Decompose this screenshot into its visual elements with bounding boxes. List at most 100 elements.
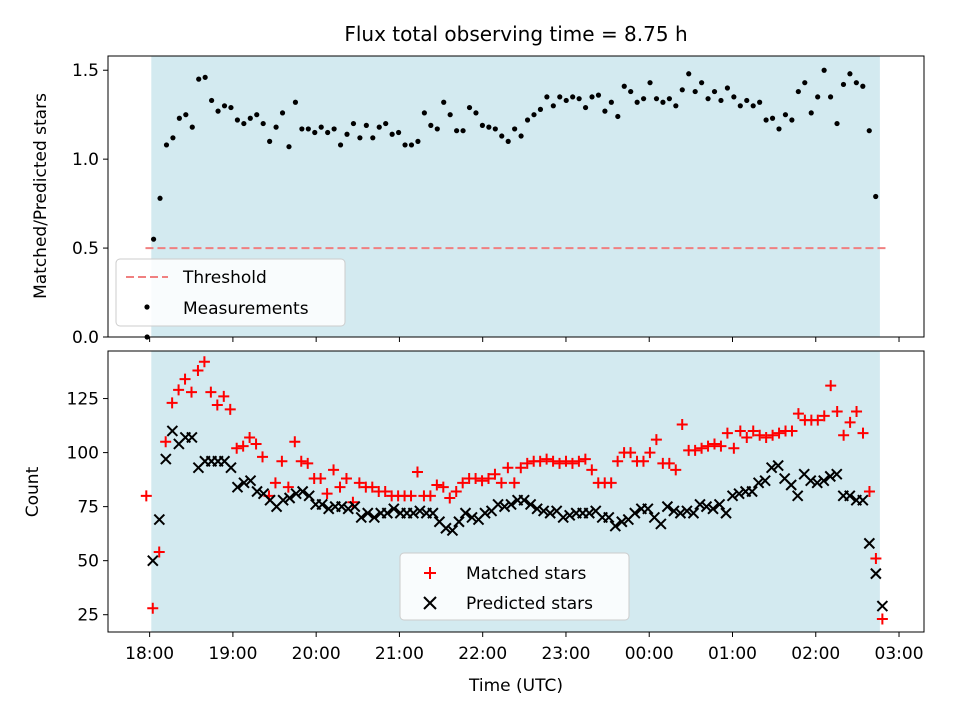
matched-star-point [644, 447, 656, 459]
measurement-point [176, 115, 182, 121]
measurement-point [376, 124, 382, 130]
x-tick-label: 00:00 [625, 644, 674, 664]
bottom-y-tick-label: 125 [67, 390, 99, 410]
measurement-point [279, 110, 286, 116]
matched-star-point [244, 431, 256, 443]
measurement-point [827, 94, 834, 100]
matched-star-point [483, 473, 495, 485]
matched-star-point [870, 553, 882, 565]
x-tick-label: 03:00 [875, 644, 924, 664]
measurement-point [337, 142, 344, 148]
matched-star-point [166, 397, 178, 409]
predicted-star-point [479, 507, 491, 519]
measurement-point [576, 96, 582, 102]
matched-star-point [741, 431, 753, 443]
measurement-point [292, 99, 299, 105]
matched-star-point [851, 406, 863, 418]
matched-star-point [831, 406, 843, 418]
predicted-star-point [818, 474, 830, 487]
measurement-point [769, 115, 776, 121]
matched-star-point [560, 455, 572, 467]
matched-star-point [437, 481, 449, 493]
matched-star-point [224, 403, 236, 415]
measurement-point [421, 110, 427, 116]
predicted-star-point [713, 498, 726, 511]
measurement-point [479, 122, 486, 128]
predicted-star-point [459, 507, 472, 519]
measurement-point [228, 104, 234, 111]
matched-star-point [508, 477, 520, 489]
measurement-point [260, 120, 266, 127]
measurement-point [473, 110, 479, 116]
matched-star-point [185, 386, 197, 398]
predicted-star-point [453, 516, 465, 528]
top-y-tick-label: 0.5 [72, 239, 99, 259]
matched-star-point [650, 434, 662, 446]
bottom-y-tick-label: 100 [67, 444, 99, 464]
matched-star-point [405, 490, 417, 502]
predicted-star-point [785, 479, 797, 491]
predicted-star-point [537, 505, 550, 517]
measurement-point [486, 124, 492, 130]
predicted-star-point [772, 459, 784, 472]
predicted-star-point [446, 524, 459, 537]
predicted-star-point [687, 507, 700, 519]
measurement-point [660, 99, 666, 105]
measurement-point [795, 88, 801, 95]
measurement-point [408, 142, 415, 148]
matched-star-point [844, 416, 856, 428]
predicted-star-point [296, 485, 309, 498]
predicted-star-point [811, 477, 823, 489]
matched-star-point [295, 455, 307, 467]
predicted-star-point [733, 487, 745, 500]
predicted-star-point [225, 462, 237, 474]
measurement-point [215, 108, 221, 114]
predicted-star-point [681, 505, 693, 517]
predicted-star-point [147, 554, 159, 567]
predicted-star-point [531, 503, 543, 515]
matched-star-point [554, 457, 566, 469]
matched-star-point [147, 602, 159, 614]
measurement-point [544, 94, 550, 100]
predicted-star-point [518, 494, 530, 506]
top-x-ticks [149, 337, 900, 342]
predicted-star-point [831, 468, 843, 480]
top-legend: Threshold Measurements [115, 258, 346, 327]
x-tick-label: 19:00 [208, 644, 257, 664]
measurement-point [196, 76, 202, 82]
measurement-point [454, 128, 460, 134]
matched-star-point [431, 479, 443, 491]
measurement-point [163, 142, 170, 148]
matched-star-point [450, 486, 462, 497]
matched-star-point [269, 477, 281, 489]
matched-star-point [250, 438, 262, 450]
matched-star-point [218, 390, 230, 402]
predicted-star-point [277, 494, 289, 506]
predicted-star-point [322, 503, 335, 515]
measurement-point [737, 103, 743, 109]
measurement-point [763, 117, 769, 123]
predicted-star-point [303, 490, 315, 502]
measurement-point [873, 193, 879, 200]
matched-star-point [541, 453, 553, 465]
predicted-star-point [355, 511, 367, 524]
matched-star-point [470, 473, 482, 485]
measurement-point [744, 97, 750, 104]
matched-star-point [198, 356, 210, 368]
matched-star-point [663, 457, 675, 469]
matched-star-point [721, 427, 733, 439]
measurement-point [499, 133, 505, 139]
matched-star-point [424, 490, 436, 502]
predicted-star-point [362, 507, 374, 519]
matched-star-point [334, 481, 346, 493]
measurement-point [621, 83, 627, 89]
matched-star-point [566, 457, 578, 469]
predicted-star-point [857, 494, 869, 506]
measurement-point [724, 85, 731, 91]
predicted-star-point [805, 474, 817, 487]
matched-star-point [767, 429, 779, 441]
measurement-point [570, 94, 576, 100]
predicted-star-point [153, 513, 166, 526]
measurement-point [305, 126, 311, 132]
measurement-point [640, 96, 647, 102]
